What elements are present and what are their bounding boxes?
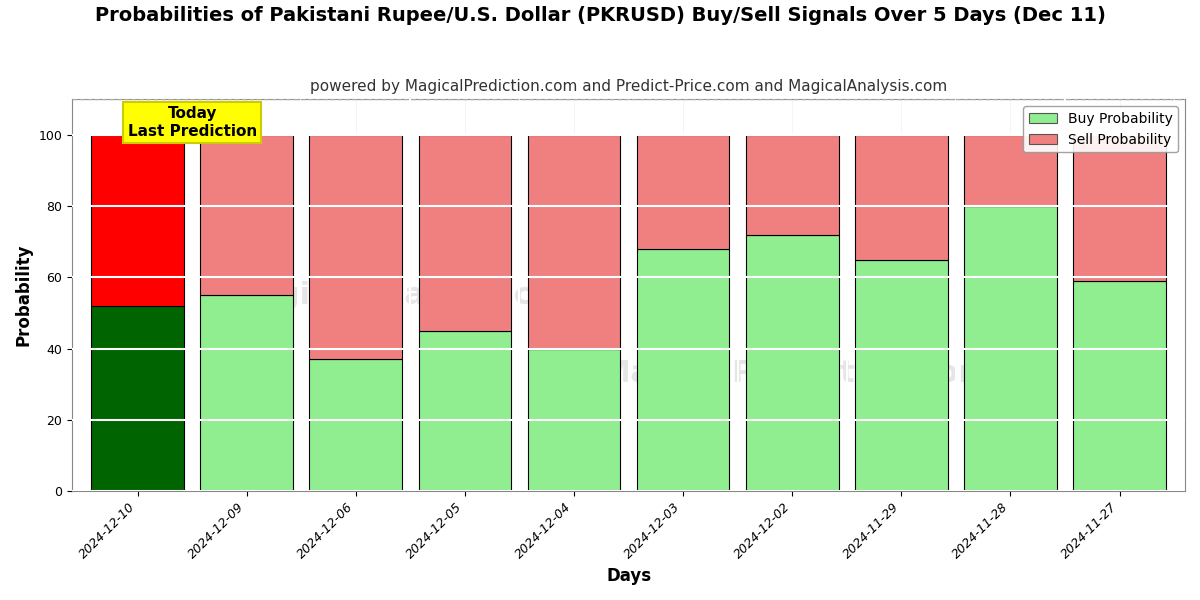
Text: MagicalPrediction.com: MagicalPrediction.com (600, 359, 990, 388)
Bar (200, 295, 293, 491)
Bar (854, 135, 948, 260)
Bar (1073, 281, 1166, 491)
Bar (637, 249, 730, 491)
Bar (528, 349, 620, 491)
Bar (419, 135, 511, 331)
Bar (746, 235, 839, 491)
Title: powered by MagicalPrediction.com and Predict-Price.com and MagicalAnalysis.com: powered by MagicalPrediction.com and Pre… (310, 79, 947, 94)
Bar (746, 135, 839, 235)
Bar (854, 260, 948, 491)
Bar (637, 135, 730, 249)
Y-axis label: Probability: Probability (16, 244, 34, 346)
Bar (419, 331, 511, 491)
Bar (964, 135, 1057, 206)
Text: Probabilities of Pakistani Rupee/U.S. Dollar (PKRUSD) Buy/Sell Signals Over 5 Da: Probabilities of Pakistani Rupee/U.S. Do… (95, 6, 1105, 25)
Bar (91, 135, 184, 306)
Legend: Buy Probability, Sell Probability: Buy Probability, Sell Probability (1024, 106, 1178, 152)
Text: Today
Last Prediction: Today Last Prediction (127, 106, 257, 139)
Bar (310, 359, 402, 491)
Bar (310, 135, 402, 359)
X-axis label: Days: Days (606, 567, 652, 585)
Bar (964, 206, 1057, 491)
Bar (91, 306, 184, 491)
Bar (1073, 135, 1166, 281)
Bar (200, 135, 293, 295)
Bar (528, 135, 620, 349)
Text: MagicalAnalysis.com: MagicalAnalysis.com (227, 281, 584, 310)
